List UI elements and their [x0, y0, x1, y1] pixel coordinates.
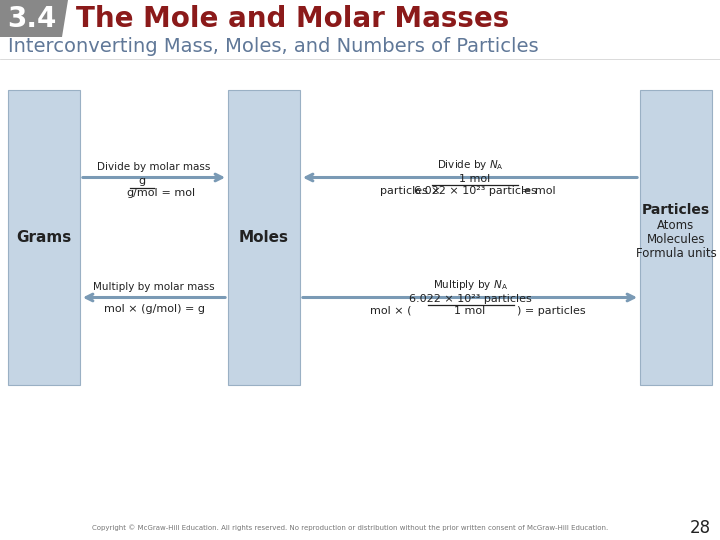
Text: Divide by $\mathit{N}_\mathrm{A}$: Divide by $\mathit{N}_\mathrm{A}$ — [436, 159, 503, 172]
Text: 1 mol: 1 mol — [454, 306, 485, 315]
Text: Multiply by $\mathit{N}_\mathrm{A}$: Multiply by $\mathit{N}_\mathrm{A}$ — [433, 279, 508, 293]
Text: mol × (g/mol) = g: mol × (g/mol) = g — [104, 305, 204, 314]
Text: The Mole and Molar Masses: The Mole and Molar Masses — [76, 5, 509, 33]
Text: Divide by molar mass: Divide by molar mass — [97, 163, 211, 172]
Text: g/mol: g/mol — [126, 188, 158, 199]
Text: Particles: Particles — [642, 202, 710, 217]
Text: particles ×: particles × — [380, 186, 441, 195]
Text: 1 mol: 1 mol — [459, 173, 490, 184]
Text: Moles: Moles — [239, 230, 289, 245]
Text: Grams: Grams — [17, 230, 71, 245]
FancyBboxPatch shape — [228, 90, 300, 385]
Text: 28: 28 — [690, 519, 711, 537]
Text: 3.4: 3.4 — [7, 5, 57, 33]
Text: = mol: = mol — [158, 187, 195, 198]
Text: Copyright © McGraw-Hill Education. All rights reserved. No reproduction or distr: Copyright © McGraw-Hill Education. All r… — [92, 525, 608, 531]
Text: Atoms: Atoms — [657, 219, 695, 232]
Polygon shape — [0, 0, 68, 37]
Text: Multiply by molar mass: Multiply by molar mass — [93, 282, 215, 293]
Text: mol × (: mol × ( — [370, 306, 412, 315]
Text: Molecules: Molecules — [647, 233, 706, 246]
FancyBboxPatch shape — [8, 90, 80, 385]
Text: 6.022 × 10²³ particles: 6.022 × 10²³ particles — [409, 294, 531, 303]
FancyBboxPatch shape — [640, 90, 712, 385]
Text: g: g — [138, 176, 145, 186]
Text: 6.022 × 10²³ particles: 6.022 × 10²³ particles — [413, 186, 536, 195]
Text: Interconverting Mass, Moles, and Numbers of Particles: Interconverting Mass, Moles, and Numbers… — [8, 37, 539, 57]
Text: = mol: = mol — [522, 186, 556, 195]
Text: ) = particles: ) = particles — [517, 306, 585, 315]
Text: Formula units: Formula units — [636, 247, 716, 260]
